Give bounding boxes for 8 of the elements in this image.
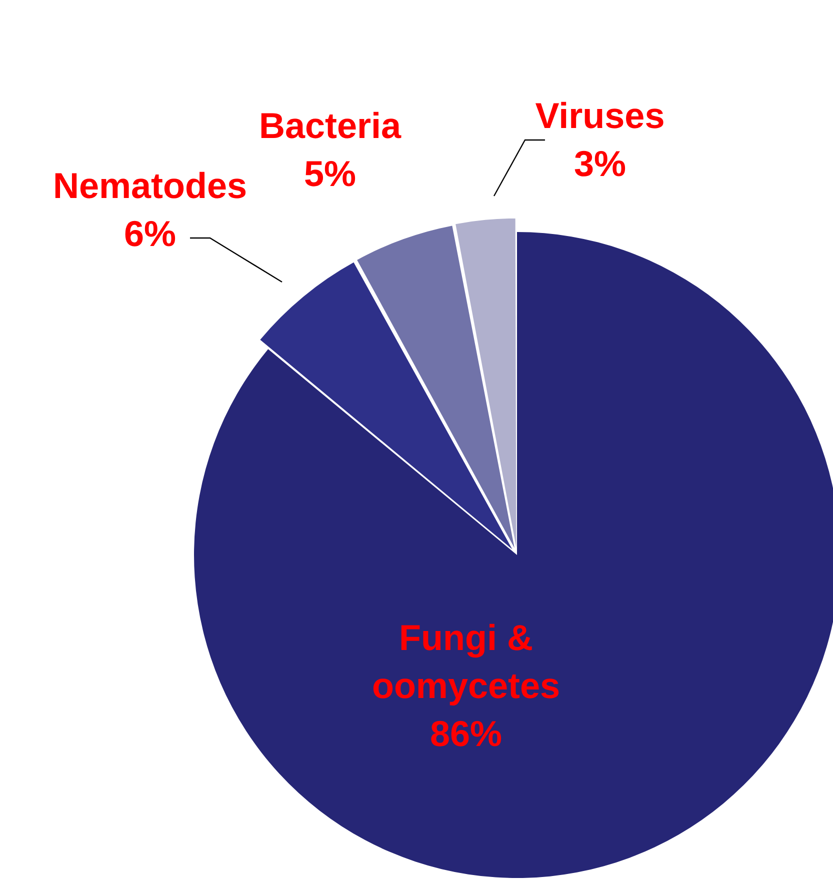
slice-label: Viruses — [535, 94, 665, 136]
slice-label: Fungi & oomycetes — [372, 616, 560, 706]
data-label: 86% — [430, 712, 502, 754]
slice-label: Nematodes — [52, 164, 248, 206]
data-label: 3% — [574, 142, 626, 184]
data-label: 6% — [124, 212, 176, 254]
data-label: 5% — [304, 152, 356, 194]
slice-label: Bacteria — [258, 104, 402, 146]
